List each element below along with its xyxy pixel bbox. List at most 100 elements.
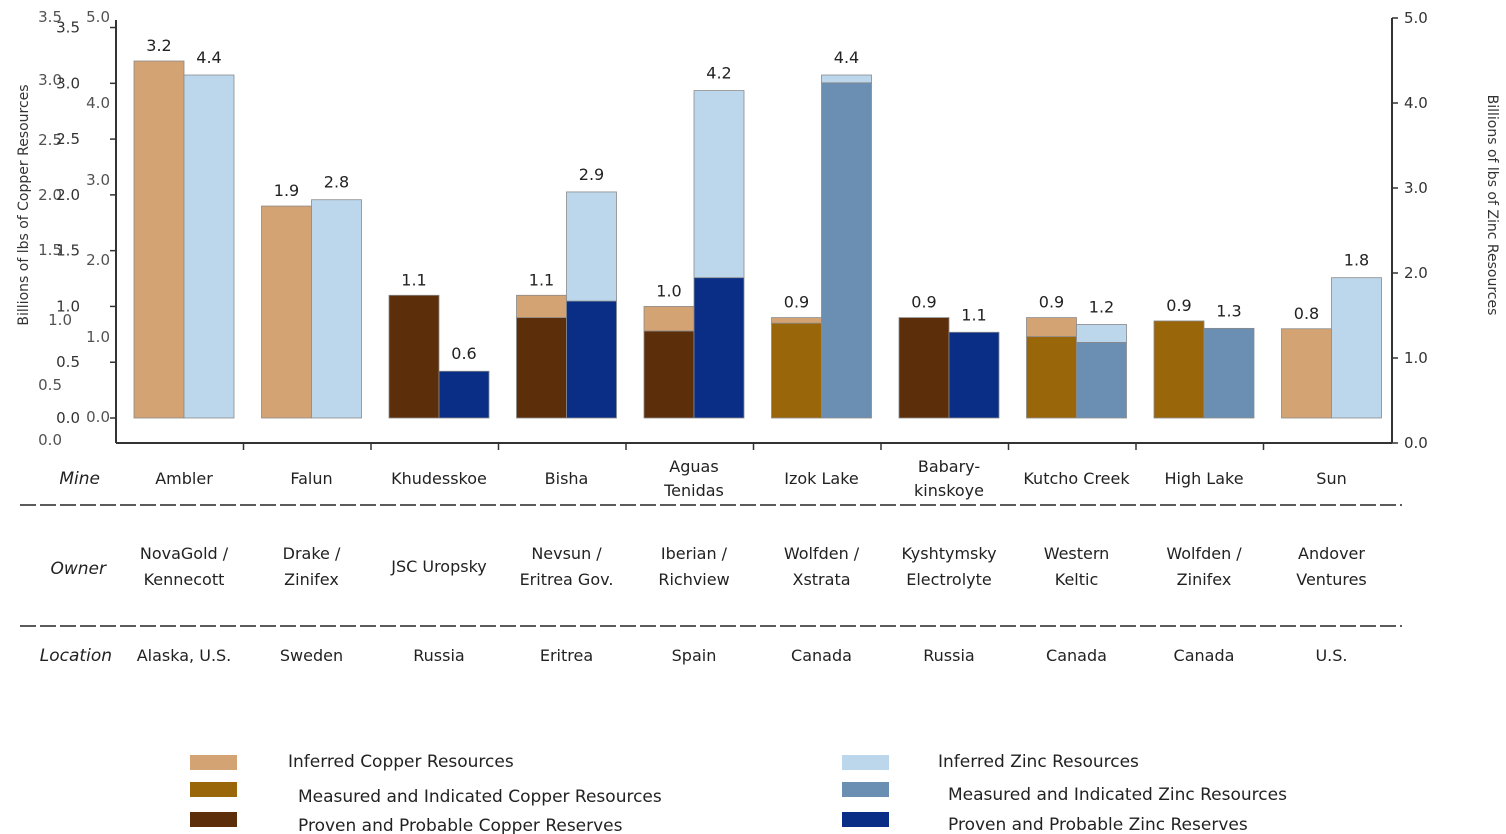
owner-name: Nevsun / — [531, 544, 602, 563]
ghost-tick-label: 0.0 — [86, 408, 110, 426]
location-name: Spain — [672, 646, 717, 665]
owner-name: Iberian / — [661, 544, 728, 563]
bar-zinc-measured_indicated — [821, 82, 872, 419]
right-tick-label: 3.0 — [1404, 179, 1428, 197]
bar-copper-proven_probable — [388, 294, 440, 419]
owner-name: Zinifex — [1177, 570, 1232, 589]
bar-zinc-inferred — [183, 74, 235, 419]
mine-name: Tenidas — [663, 481, 724, 500]
mine-name: Bisha — [545, 469, 589, 488]
bar-copper-inferred — [771, 317, 822, 324]
bar-zinc-measured_indicated — [1076, 341, 1127, 419]
bar-copper-inferred — [133, 60, 185, 419]
ghost-tick-label: 4.0 — [86, 94, 110, 112]
bar-copper-inferred — [1026, 317, 1077, 337]
owner-name: Kyshtymsky — [901, 544, 996, 563]
zinc-data-label: 1.8 — [1344, 251, 1369, 270]
row-head-mine: Mine — [59, 469, 100, 489]
zinc-data-label: 1.2 — [1089, 297, 1114, 316]
mine-name: Ambler — [155, 469, 213, 488]
left-tick-label: 3.0 — [56, 74, 80, 92]
left-axis-label: Billions of lbs of Copper Resources — [16, 84, 32, 325]
ghost-tick-label: 3.0 — [86, 171, 110, 189]
row-head-owner: Owner — [50, 559, 107, 579]
bar-copper-proven_probable — [898, 317, 950, 419]
copper-data-label: 0.9 — [911, 293, 936, 312]
ghost-tick-label: 1.0 — [48, 311, 72, 329]
owner-name: Eritrea Gov. — [520, 570, 614, 589]
legend-swatch-copper_proven_probable — [190, 812, 237, 827]
owner-name: Drake / — [283, 544, 341, 563]
bar-zinc-proven_probable — [566, 300, 617, 419]
right-tick-label: 5.0 — [1404, 9, 1428, 27]
bar-zinc-proven_probable — [948, 331, 1000, 419]
bar-zinc-inferred — [566, 191, 617, 302]
left-tick-label: 2.5 — [56, 130, 80, 148]
owner-name: Wolfden / — [1166, 544, 1242, 563]
copper-data-label: 1.1 — [529, 270, 554, 289]
bar-zinc-inferred — [1331, 277, 1382, 419]
owner-name: Western — [1044, 544, 1110, 563]
zinc-data-label: 4.2 — [706, 64, 731, 83]
right-tick-label: 0.0 — [1404, 434, 1428, 452]
zinc-data-label: 2.9 — [579, 165, 604, 184]
bar-copper-inferred — [643, 306, 695, 332]
location-name: Eritrea — [540, 646, 593, 665]
owner-name: Andover — [1298, 544, 1365, 563]
bar-zinc-measured_indicated — [1203, 327, 1255, 419]
bar-copper-proven_probable — [516, 317, 567, 419]
ghost-tick-label: 2.5 — [38, 131, 62, 149]
location-name: Sweden — [280, 646, 343, 665]
left-tick-label: 1.0 — [56, 297, 80, 315]
ghost-tick-label: 3.0 — [38, 71, 62, 89]
left-tick-label: 0.0 — [56, 409, 80, 427]
ghost-tick-label: 2.0 — [38, 186, 62, 204]
ghost-tick-label: 0.0 — [38, 431, 62, 449]
owner-name: Electrolyte — [906, 570, 992, 589]
bar-zinc-proven_probable — [693, 277, 745, 419]
row-head-location: Location — [40, 646, 112, 666]
owner-name: Kennecott — [144, 570, 225, 589]
legend-label-zinc_measured_indicated: Measured and Indicated Zinc Resources — [948, 785, 1287, 805]
right-axis-label: Billions of lbs of Zinc Resources — [1484, 95, 1500, 316]
mine-name: Khudesskoe — [391, 469, 487, 488]
mine-name: Kutcho Creek — [1023, 469, 1130, 488]
copper-data-label: 1.0 — [656, 281, 681, 300]
mine-name: Sun — [1316, 469, 1346, 488]
bar-copper-inferred — [516, 294, 567, 318]
copper-data-label: 3.2 — [146, 36, 171, 55]
zinc-data-label: 4.4 — [196, 48, 221, 67]
legend-swatch-copper_inferred — [190, 755, 237, 770]
ghost-tick-label: 1.0 — [86, 328, 110, 346]
bar-copper-inferred — [261, 205, 312, 419]
ghost-tick-label: 3.5 — [38, 8, 62, 26]
legend-swatch-zinc_proven_probable — [842, 812, 889, 827]
legend-swatch-zinc_inferred — [842, 755, 889, 770]
ghost-tick-label: 2.0 — [86, 251, 110, 269]
mine-name: Falun — [290, 469, 332, 488]
bar-zinc-inferred — [311, 199, 362, 419]
location-name: Russia — [923, 646, 974, 665]
zinc-data-label: 1.1 — [961, 305, 986, 324]
left-tick-label: 0.5 — [56, 353, 80, 371]
legend-label-zinc_inferred: Inferred Zinc Resources — [938, 752, 1139, 772]
mine-name: High Lake — [1164, 469, 1243, 488]
mine-name: Aguas — [669, 457, 718, 476]
copper-data-label: 0.9 — [1166, 296, 1191, 315]
bar-zinc-inferred — [1076, 324, 1127, 343]
ghost-tick-label: 0.5 — [38, 376, 62, 394]
legend-swatch-copper_measured_indicated — [190, 782, 237, 797]
copper-data-label: 0.8 — [1294, 304, 1319, 323]
location-name: Canada — [1046, 646, 1107, 665]
left-tick-label: 3.5 — [56, 19, 80, 37]
location-name: U.S. — [1315, 646, 1347, 665]
right-tick-label: 1.0 — [1404, 349, 1428, 367]
bar-copper-measured_indicated — [771, 322, 822, 419]
bar-zinc-inferred — [693, 90, 745, 279]
legend-label-zinc_proven_probable: Proven and Probable Zinc Reserves — [948, 815, 1248, 834]
bar-copper-inferred — [1281, 328, 1332, 419]
copper-data-label: 1.1 — [401, 270, 426, 289]
location-name: Alaska, U.S. — [137, 646, 232, 665]
owner-name: NovaGold / — [140, 544, 229, 563]
zinc-data-label: 4.4 — [834, 48, 859, 67]
